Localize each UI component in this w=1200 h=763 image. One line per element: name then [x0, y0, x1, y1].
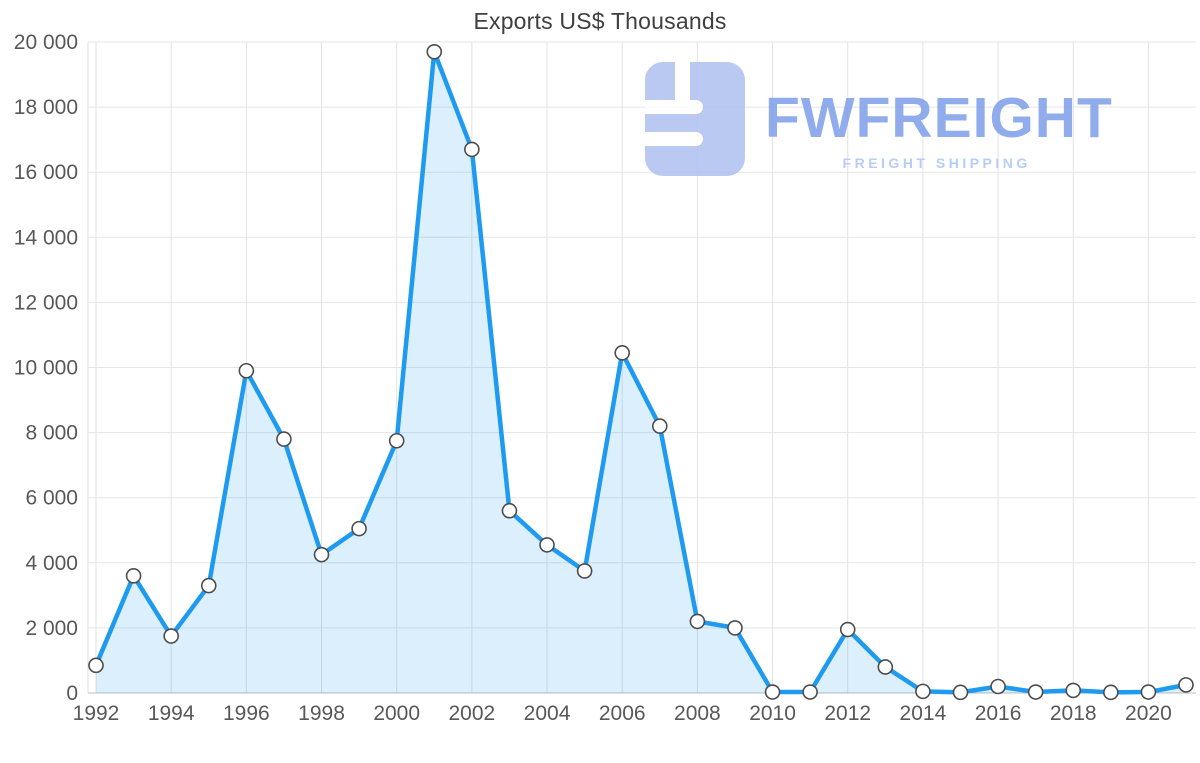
- data-point-2007[interactable]: [651, 418, 668, 434]
- data-point-2004[interactable]: [539, 537, 555, 553]
- data-point-2001[interactable]: [426, 43, 443, 60]
- y-tick-label: 2 000: [25, 617, 78, 640]
- x-tick-label: 2018: [1050, 702, 1097, 725]
- data-point-2002[interactable]: [464, 141, 480, 158]
- x-tick-label: 2004: [524, 702, 571, 725]
- y-tick-label: 18 000: [14, 96, 78, 119]
- data-point-2013[interactable]: [877, 659, 894, 675]
- y-tick-label: 10 000: [14, 357, 78, 380]
- data-point-1997[interactable]: [276, 431, 292, 447]
- y-tick-label: 6 000: [25, 487, 78, 510]
- data-point-2010[interactable]: [764, 684, 781, 700]
- area-fill: [96, 51, 1186, 693]
- data-point-1996[interactable]: [238, 362, 255, 379]
- data-point-2011[interactable]: [802, 684, 818, 700]
- data-point-2018[interactable]: [1065, 682, 1082, 699]
- data-point-1993[interactable]: [125, 568, 142, 584]
- y-tick-label: 20 000: [14, 31, 78, 54]
- data-point-2009[interactable]: [727, 620, 743, 636]
- data-point-1992[interactable]: [88, 657, 104, 674]
- x-tick-label: 2012: [824, 702, 871, 725]
- y-tick-label: 14 000: [14, 226, 78, 249]
- x-tick-label: 1992: [73, 702, 120, 725]
- x-tick-label: 1994: [148, 702, 195, 725]
- data-point-2019[interactable]: [1103, 684, 1119, 701]
- x-tick-label: 1998: [298, 702, 345, 725]
- y-tick-label: 16 000: [14, 161, 78, 184]
- x-tick-label: 2000: [373, 702, 420, 725]
- x-tick-label: 2020: [1125, 702, 1172, 725]
- data-point-1999[interactable]: [351, 520, 367, 537]
- data-point-1995[interactable]: [200, 577, 217, 594]
- x-tick-label: 2016: [975, 702, 1022, 725]
- data-point-2005[interactable]: [576, 563, 593, 579]
- x-tick-label: 2008: [674, 702, 721, 725]
- data-point-2015[interactable]: [952, 684, 969, 701]
- y-tick-label: 4 000: [25, 552, 78, 575]
- data-point-2006[interactable]: [614, 345, 631, 361]
- chart-title: Exports US$ Thousands: [473, 8, 727, 34]
- data-point-1994[interactable]: [163, 628, 179, 644]
- data-point-2020[interactable]: [1140, 684, 1157, 700]
- data-point-1998[interactable]: [313, 546, 330, 563]
- data-point-2000[interactable]: [388, 432, 405, 449]
- x-tick-label: 2006: [599, 702, 646, 725]
- data-point-2003[interactable]: [501, 502, 518, 519]
- data-point-2014[interactable]: [915, 683, 931, 700]
- data-point-2016[interactable]: [990, 678, 1006, 695]
- data-point-2017[interactable]: [1027, 684, 1044, 700]
- x-tick-label: 2002: [449, 702, 496, 725]
- x-tick-label: 2014: [900, 702, 947, 725]
- data-point-2021[interactable]: [1178, 677, 1194, 693]
- data-point-2012[interactable]: [839, 621, 856, 638]
- x-tick-label: 2010: [749, 702, 796, 725]
- y-tick-label: 12 000: [14, 291, 78, 314]
- x-tick-label: 1996: [223, 702, 270, 725]
- y-tick-label: 0: [66, 682, 78, 705]
- y-tick-label: 8 000: [25, 422, 78, 445]
- data-point-2008[interactable]: [689, 613, 706, 630]
